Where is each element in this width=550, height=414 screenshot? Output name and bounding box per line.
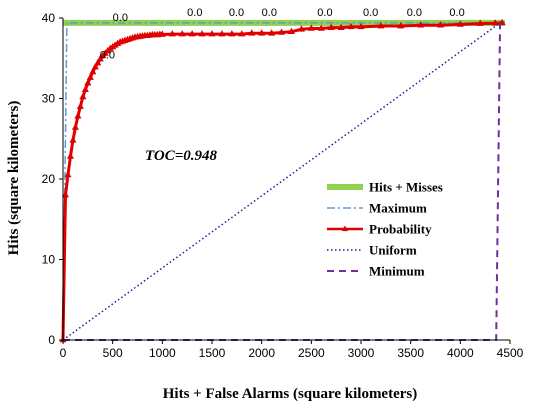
x-tick-label: 2500: [298, 346, 325, 360]
legend: Hits + Misses Maximum Probability Uniform Mi…: [327, 180, 443, 279]
y-tick-label: 10: [42, 253, 56, 267]
x-axis-title: Hits + False Alarms (square kilometers): [163, 386, 418, 402]
x-tick-label: 0: [60, 346, 67, 360]
probability-point: [347, 22, 355, 30]
probability-point: [64, 170, 72, 178]
y-tick-label: 40: [42, 11, 56, 25]
data-label: 0.0: [229, 7, 244, 19]
probability-point: [268, 29, 276, 36]
legend-label-maximum: Maximum: [369, 201, 427, 216]
data-label: 0.0: [407, 7, 422, 19]
probability-point: [397, 22, 405, 29]
data-label: 0.0: [363, 7, 378, 19]
probability-point: [79, 92, 87, 100]
y-ticks: 0 10 20 30 40: [42, 11, 63, 347]
x-tick-label: 1000: [149, 346, 176, 360]
probability-point: [66, 152, 75, 159]
probability-point: [94, 59, 102, 66]
probability-point: [476, 19, 484, 26]
probability-point: [228, 30, 236, 37]
probability-point: [238, 30, 246, 37]
probability-point: [287, 27, 296, 34]
legend-marker: [341, 225, 349, 232]
legend-label-probability: Probability: [369, 222, 432, 237]
x-tick-label: 4000: [447, 346, 474, 360]
probability-point: [297, 25, 305, 32]
x-tick-label: 1500: [199, 346, 226, 360]
probability-point: [91, 63, 99, 70]
data-labels: 0.0 0.0 0.0 0.0 0.0 0.0 0.0 0.0 0.0: [100, 7, 465, 62]
probability-point: [158, 30, 166, 37]
probability-point: [61, 191, 70, 198]
probability-point: [417, 21, 425, 28]
series-line-maximum: [62, 22, 506, 341]
x-tick-label: 2000: [248, 346, 275, 360]
y-axis-title: Hits (square kilometers): [6, 101, 22, 256]
probability-point: [69, 136, 77, 143]
probability-point: [86, 73, 94, 80]
probability-point: [71, 123, 79, 130]
x-tick-label: 500: [103, 346, 123, 360]
probability-point: [81, 85, 89, 92]
probability-point: [218, 30, 226, 37]
legend-label-uniform: Uniform: [369, 243, 417, 258]
x-ticks: 0 500 1000 1500 2000 2500 3000 3500 4000 4500: [60, 340, 524, 360]
probability-point: [188, 30, 196, 37]
data-label: 0.0: [100, 50, 115, 62]
probability-point: [436, 21, 445, 28]
probability-point: [456, 20, 464, 27]
legend-label-minimum: Minimum: [369, 264, 425, 279]
probability-point: [277, 28, 286, 35]
data-label: 0.0: [317, 7, 332, 19]
axes: [62, 18, 510, 341]
probability-point: [248, 29, 256, 36]
data-label: 0.0: [113, 12, 128, 24]
probability-point: [168, 30, 176, 37]
probability-point: [307, 24, 315, 31]
probability-point: [258, 29, 266, 36]
probability-point: [357, 22, 365, 30]
x-tick-label: 4500: [497, 346, 524, 360]
probability-point: [84, 79, 92, 86]
y-tick-label: 30: [42, 92, 56, 106]
data-label: 0.0: [187, 7, 202, 19]
data-label: 0.0: [262, 7, 277, 19]
probability-point: [337, 23, 345, 30]
probability-point: [327, 23, 335, 30]
probability-point: [208, 30, 216, 37]
probability-point: [76, 102, 84, 109]
probability-point: [74, 112, 82, 119]
probability-point: [198, 30, 206, 37]
legend-label-hits-misses: Hits + Misses: [369, 180, 443, 195]
probability-point: [178, 30, 186, 37]
probability-point: [491, 19, 499, 26]
probability-point: [317, 24, 325, 31]
x-tick-label: 3500: [397, 346, 424, 360]
y-tick-label: 20: [42, 172, 56, 186]
y-tick-label: 0: [48, 333, 55, 347]
probability-point: [96, 55, 104, 62]
data-label: 0.0: [449, 7, 464, 19]
probability-point: [89, 67, 97, 75]
x-tick-label: 3000: [348, 346, 375, 360]
toc-annotation: TOC=0.948: [145, 148, 218, 164]
probability-point: [377, 22, 385, 29]
